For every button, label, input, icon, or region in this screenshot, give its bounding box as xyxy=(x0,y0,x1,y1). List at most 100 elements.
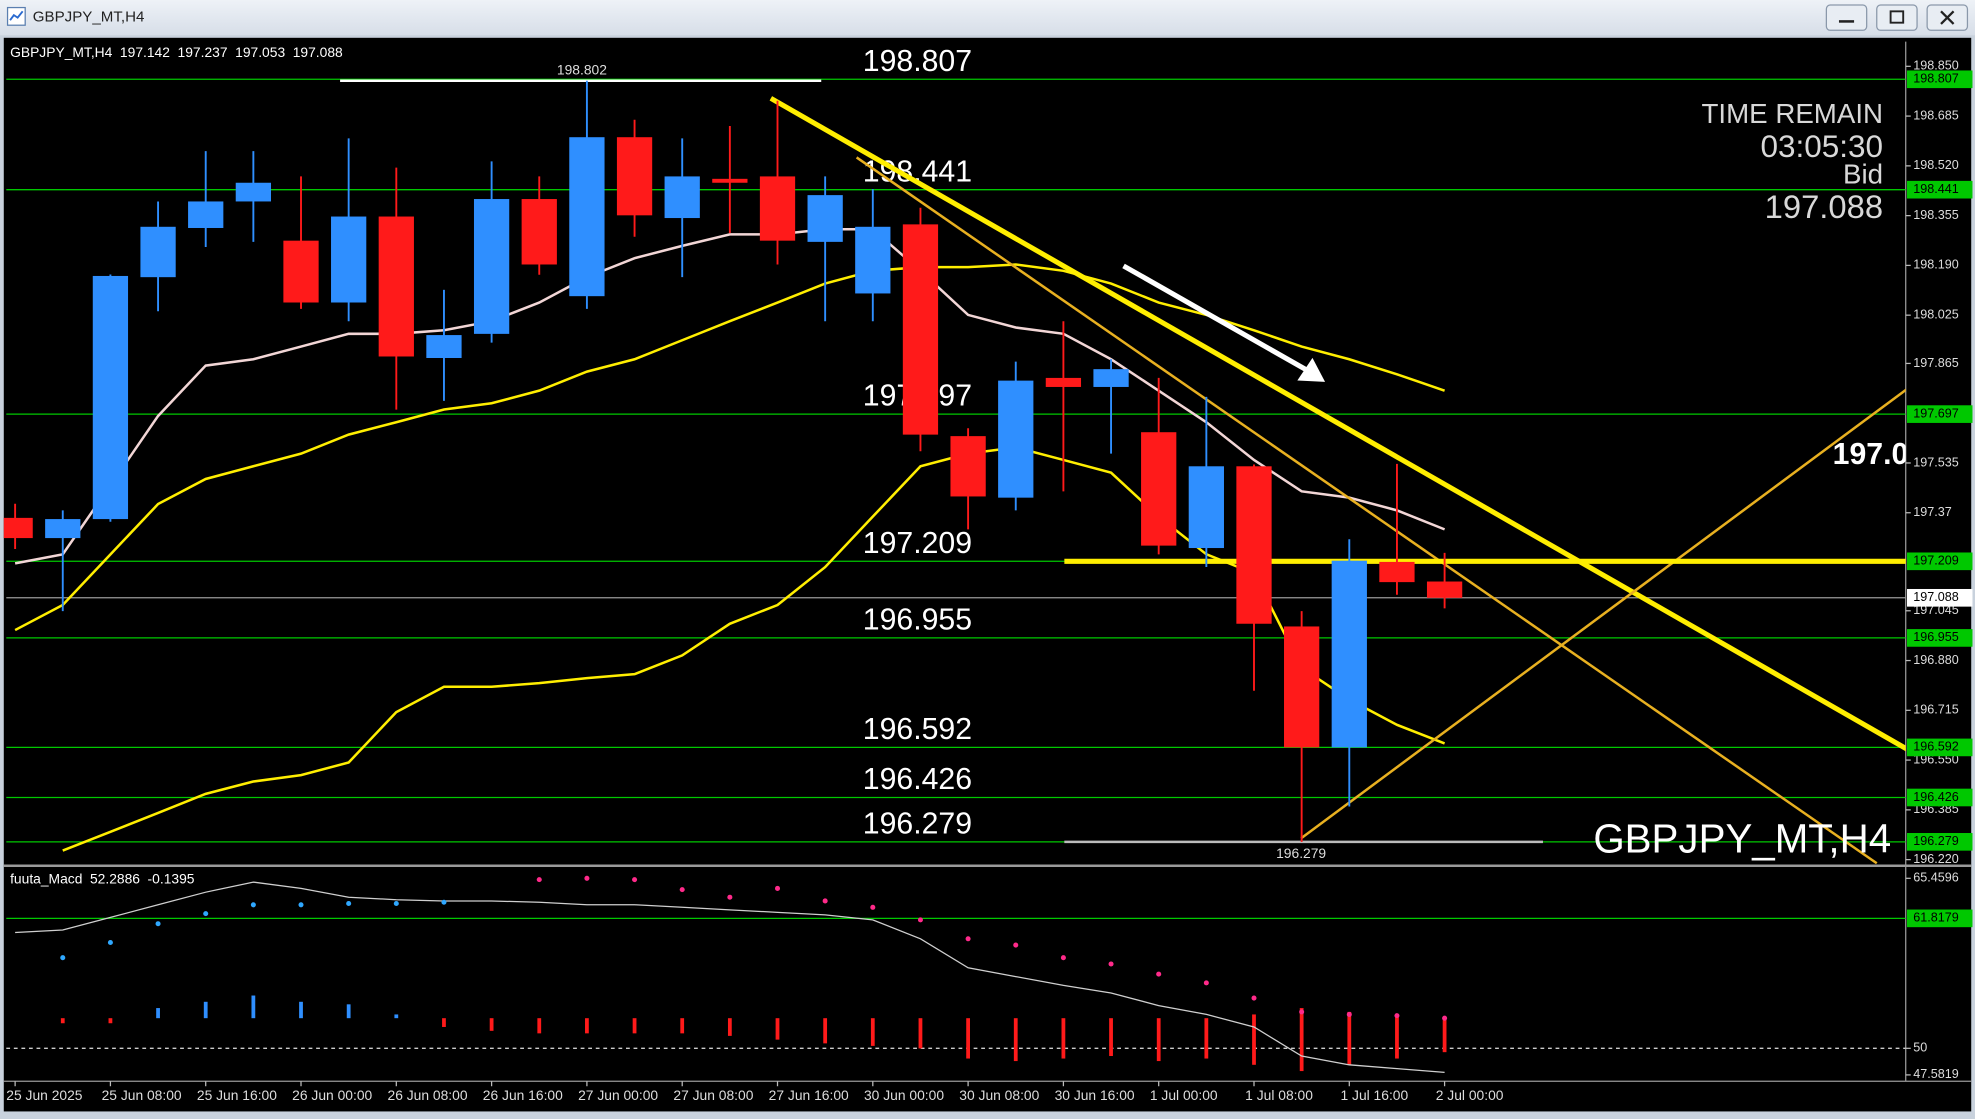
indicator-header: fuuta_Macd 52.2886 -0.1395 xyxy=(10,870,195,886)
signal-dot xyxy=(203,911,209,917)
histogram-bar xyxy=(346,1004,351,1019)
y-tick-label: 198.025 xyxy=(1913,307,1958,321)
arrow-shaft xyxy=(1122,263,1309,373)
histogram-bar xyxy=(1442,1018,1447,1053)
signal-dot xyxy=(298,902,304,908)
x-tick-label: 1 Jul 08:00 xyxy=(1245,1087,1313,1103)
level-price-label: 198.441 xyxy=(1913,182,1958,196)
chart-area xyxy=(3,37,1972,1112)
y-tick-label: 197.535 xyxy=(1913,455,1958,469)
bid-price-box xyxy=(1906,588,1973,607)
signal-dot xyxy=(870,904,876,910)
histogram-bar xyxy=(394,1014,399,1019)
histogram-bar xyxy=(1204,1018,1209,1059)
y-tick-label: 198.190 xyxy=(1913,258,1958,272)
minimize-button[interactable] xyxy=(1825,4,1868,31)
candle-body xyxy=(1284,626,1320,748)
candle-body xyxy=(140,226,176,278)
histogram-bar xyxy=(966,1018,970,1059)
indicator-line xyxy=(62,446,1446,852)
x-tick-label: 25 Jun 08:00 xyxy=(102,1087,182,1103)
histogram-bar xyxy=(108,1018,113,1024)
histogram-bar xyxy=(1299,1008,1304,1072)
indicator-level-label: 61.8179 xyxy=(1913,911,1958,925)
histogram-bar xyxy=(1061,1018,1066,1059)
close-glyph xyxy=(1940,10,1955,25)
price-panel: 198.807198.441197.697197.209196.955196.5… xyxy=(3,45,1942,865)
signal-dot xyxy=(346,900,352,907)
candle-body xyxy=(1188,466,1224,549)
candle-body xyxy=(1331,560,1367,748)
candle-body xyxy=(92,275,129,520)
restore-glyph xyxy=(1889,10,1905,24)
x-tick-label: 27 Jun 08:00 xyxy=(673,1087,753,1103)
histogram-bar xyxy=(60,1018,65,1024)
signal-dot xyxy=(1203,980,1209,986)
candle-body xyxy=(712,178,748,183)
y-tick-label: 198.850 xyxy=(1913,59,1958,73)
title-bar xyxy=(0,0,1975,36)
histogram-bar xyxy=(775,1018,780,1040)
signal-dot xyxy=(727,894,733,900)
signal-dot xyxy=(155,921,161,927)
timer-label: TIME REMAIN xyxy=(1701,98,1883,129)
level-price-label: 198.807 xyxy=(1913,72,1958,86)
level-price-label: 197.209 xyxy=(1913,554,1958,568)
histogram-bar xyxy=(823,1018,828,1044)
candle-body xyxy=(1045,377,1082,387)
y-tick-label: 198.355 xyxy=(1913,208,1958,222)
window-title: GBPJPY_MT,H4 xyxy=(33,9,145,26)
watermark: GBPJPY_MT,H4 xyxy=(1593,816,1891,861)
histogram-bar xyxy=(1109,1018,1113,1057)
header-symbol: GBPJPY_MT,H4 xyxy=(10,44,113,60)
candle-body xyxy=(473,199,510,334)
level-label: 198.807 xyxy=(863,45,972,78)
candle-body xyxy=(1141,432,1177,546)
signal-dot xyxy=(1108,961,1114,967)
level-price-label: 196.592 xyxy=(1913,740,1958,754)
signal-dot xyxy=(1251,995,1257,1001)
histogram-bar xyxy=(251,995,256,1019)
level-price-box xyxy=(1906,180,1973,199)
signal-dot xyxy=(1442,1015,1448,1021)
macd-line xyxy=(15,881,1445,1074)
histogram-bar xyxy=(870,1018,875,1046)
x-tick-label: 27 Jun 00:00 xyxy=(578,1087,658,1103)
level-price-box xyxy=(1906,833,1973,851)
level-price-label: 196.279 xyxy=(1913,834,1958,848)
histogram-bar xyxy=(299,1001,303,1019)
header-low: 197.053 xyxy=(235,44,285,60)
candle-body xyxy=(45,519,81,539)
timer-value: 03:05:30 xyxy=(1761,128,1884,164)
level-label: 197.209 xyxy=(863,527,972,560)
candle-body xyxy=(283,240,319,303)
level-label: 196.279 xyxy=(863,807,972,840)
signal-dot xyxy=(536,877,542,883)
level-price-label: 197.697 xyxy=(1913,406,1958,420)
candle-body xyxy=(1093,369,1129,387)
signal-dot xyxy=(393,900,399,907)
candle-body xyxy=(569,137,605,297)
signal-dot xyxy=(1299,1009,1305,1015)
bid-label: Bid xyxy=(1843,159,1883,190)
restore-button[interactable] xyxy=(1876,4,1918,31)
candle-body xyxy=(1236,466,1272,624)
x-tick-label: 27 Jun 16:00 xyxy=(769,1087,849,1103)
window-icon-glyph xyxy=(9,10,24,21)
y-tick-label: 196.880 xyxy=(1913,653,1958,667)
header-open: 197.142 xyxy=(120,44,170,60)
indicator-panel xyxy=(6,875,1906,1074)
signal-dot xyxy=(822,898,828,904)
bid-big: 197.088 xyxy=(1833,438,1942,471)
histogram-bar xyxy=(918,1018,923,1049)
level-label: 196.592 xyxy=(863,713,972,746)
chart-header: GBPJPY_MT,H4 197.142 197.237 197.053 197.088 xyxy=(10,44,343,60)
signal-dot xyxy=(1394,1013,1400,1019)
candle-body xyxy=(807,195,843,242)
histogram-bar xyxy=(680,1018,685,1034)
y-tick-label: 198.520 xyxy=(1913,158,1958,172)
histogram-bar xyxy=(489,1018,494,1031)
histogram-bar xyxy=(1252,1014,1256,1065)
x-tick-label: 2 Jul 00:00 xyxy=(1436,1087,1504,1103)
